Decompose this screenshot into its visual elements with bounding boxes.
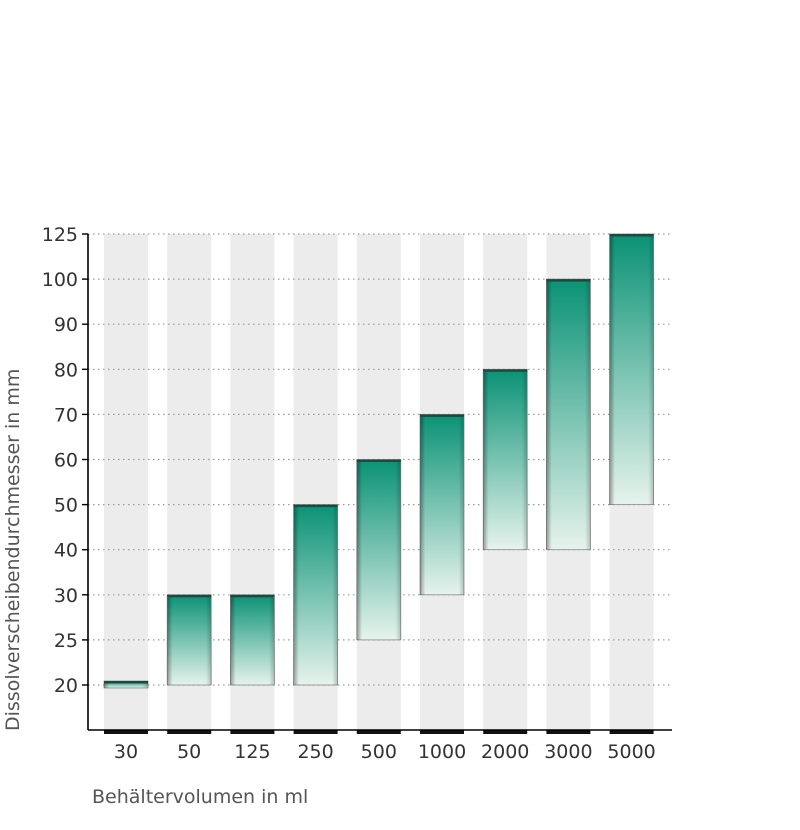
range-bar-shade (104, 681, 148, 688)
x-tick-label: 1000 (418, 741, 466, 763)
range-bar-shade (546, 279, 591, 550)
y-tick-label: 100 (42, 269, 78, 291)
x-tick-label: 5000 (607, 741, 655, 763)
y-tick-label: 25 (54, 630, 78, 652)
range-bar-cap (609, 234, 654, 237)
y-tick-label: 30 (54, 585, 78, 607)
bars (103, 233, 654, 689)
range-bar (609, 233, 654, 506)
range-bar-shade (483, 369, 528, 550)
range-bar (229, 594, 275, 686)
column-base-mark (104, 730, 148, 734)
gridlines (82, 233, 672, 686)
y-tick-label: 20 (54, 675, 78, 697)
column-base-mark (420, 730, 464, 734)
column-base-mark (230, 730, 275, 734)
range-bar (356, 459, 402, 641)
y-tick-label: 50 (54, 495, 78, 517)
y-tick-label: 40 (54, 540, 78, 562)
column-band (104, 234, 148, 730)
x-tick-label: 2000 (481, 741, 529, 763)
column-base-mark (546, 730, 591, 734)
range-bar (546, 278, 591, 551)
x-tick-label: 3000 (544, 741, 592, 763)
range-bar (166, 594, 212, 686)
y-tick-label: 60 (54, 450, 78, 472)
column-base-mark (293, 730, 338, 734)
x-axis-title: Behältervolumen in ml (92, 786, 308, 808)
column-base-mark (483, 730, 528, 734)
x-tick-label: 125 (234, 741, 270, 763)
range-bar-cap (104, 681, 148, 684)
range-bar-cap (230, 594, 275, 598)
y-tick-label: 90 (54, 314, 78, 336)
x-tick-label: 500 (361, 741, 397, 763)
range-bar-cap (356, 459, 401, 462)
y-tick-label: 80 (54, 359, 78, 381)
column-base-mark (167, 730, 212, 734)
range-bar-shade (230, 594, 275, 685)
y-axis-title: Dissolverscheibendurchmesser in mm (2, 369, 24, 731)
column-base-mark (356, 730, 401, 734)
x-tick-label: 50 (177, 741, 201, 763)
x-tick-labels: 30 50 125 250 500 1000 2000 3000 5000 (114, 741, 656, 763)
range-bar-cap (420, 414, 464, 417)
range-bar-cap (483, 369, 528, 372)
x-tick-label: 30 (114, 741, 138, 763)
range-bar-cap (167, 594, 212, 598)
range-bar-shade (609, 234, 654, 505)
range-bar (103, 680, 149, 689)
y-tick-label: 70 (54, 404, 78, 426)
y-tick-labels: 20 25 30 40 50 60 70 80 90 100 125 (42, 224, 78, 697)
y-tick-label: 125 (42, 224, 78, 246)
column-base-mark (609, 730, 654, 734)
range-bar (293, 504, 339, 686)
range-bar-cap (546, 279, 591, 282)
range-bar (419, 413, 465, 596)
range-bar-shade (167, 594, 212, 685)
axes (87, 234, 672, 731)
range-bar-shade (420, 414, 464, 595)
range-bar-shade (293, 504, 338, 685)
range-bar (482, 368, 528, 551)
range-bar-cap (293, 504, 338, 508)
x-tick-label: 250 (297, 741, 333, 763)
range-bar-shade (356, 459, 401, 640)
